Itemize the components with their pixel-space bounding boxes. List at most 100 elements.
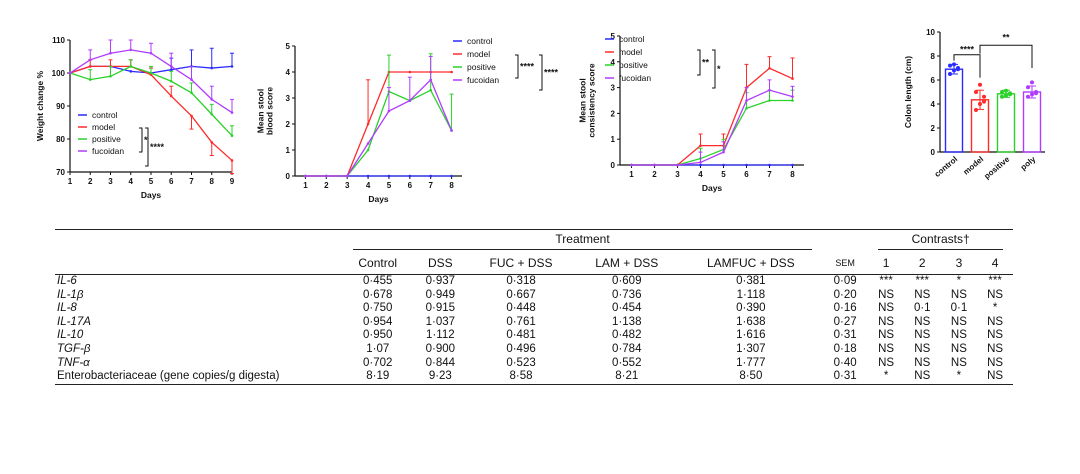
data-point [653, 163, 656, 167]
scatter-point [982, 94, 986, 99]
table-cell: NS [878, 342, 895, 355]
significance-bracket [953, 54, 981, 78]
table-cell: 0·736 [612, 288, 642, 301]
data-point [366, 174, 370, 178]
table-cell: 0·702 [363, 356, 393, 369]
y-tick-label: 90 [56, 102, 65, 111]
series-line-positive [305, 89, 453, 177]
data-point [768, 66, 771, 70]
table-cell: 0·381 [736, 275, 766, 287]
data-point [408, 99, 412, 102]
y-tick-label: 10 [926, 28, 935, 37]
data-point [190, 91, 193, 95]
column-header-3: LAM + DSS [595, 256, 659, 270]
row-label: TNF-α [57, 356, 90, 369]
table-cell: NS [914, 356, 931, 369]
y-axis-label: Colon length (cm) [903, 56, 913, 128]
column-header-9: 4 [991, 256, 999, 270]
significance-label: * [144, 135, 148, 145]
x-tick-label: 7 [189, 177, 194, 186]
x-tick-label: 5 [721, 170, 726, 179]
data-point [429, 78, 432, 82]
table-cell: 0·552 [612, 356, 642, 369]
data-point [745, 106, 748, 110]
x-tick-label: 6 [408, 181, 413, 190]
data-point [450, 70, 453, 74]
contrasts-group-header: Contrasts† [868, 230, 1013, 253]
y-tick-label: 5 [286, 42, 291, 51]
table-cell: 0·31 [833, 370, 857, 383]
table-row: TGF-β 1·07 0·900 0·496 0·784 1·307 0·18 NS NS NS N… [55, 343, 1013, 357]
legend-label-positive: positive [467, 62, 496, 72]
data-point [630, 163, 633, 167]
column-header-5: SEM [835, 258, 855, 268]
data-point [366, 148, 370, 152]
column-header-8: 3 [955, 256, 963, 270]
data-point [791, 77, 794, 80]
x-tick-label: 1 [629, 170, 634, 179]
column-header-7: 2 [918, 256, 926, 270]
x-tick-label: 8 [210, 177, 215, 186]
data-point [699, 144, 702, 147]
table-cell: *** [988, 275, 1002, 287]
significance-bracket [145, 127, 149, 167]
data-point [149, 51, 153, 55]
table-cell: 1·118 [736, 288, 766, 301]
y-tick-label: 5 [611, 32, 616, 41]
table-cell: *** [879, 275, 893, 287]
scatter-point [1034, 91, 1038, 96]
y-tick-label: 80 [56, 135, 65, 144]
series-line-fucoidan [631, 89, 793, 166]
data-point [190, 78, 193, 81]
cytokine-table-container: Treatment Contrasts† Control DSS FUC + DSS… [55, 229, 1013, 385]
column-header-0: Control [358, 256, 398, 270]
y-tick-label: 3 [286, 94, 291, 103]
header-spacer [55, 230, 343, 253]
data-point [429, 88, 432, 92]
table-cell: NS [987, 288, 1004, 301]
significance-label: ** [702, 58, 710, 68]
data-point [791, 163, 794, 167]
table-cell: NS [987, 315, 1004, 328]
x-tick-label: 4 [129, 177, 134, 186]
table-cell: 0·16 [833, 302, 857, 315]
column-header-1: DSS [427, 256, 453, 270]
x-tick-label: 7 [428, 181, 433, 190]
column-header-6: 1 [882, 256, 890, 270]
table-cell: NS [987, 370, 1004, 383]
table-cell: 0·937 [425, 275, 456, 287]
legend-label-model: model [92, 122, 115, 132]
header-spacer-sem [822, 230, 868, 253]
table-row: IL-17A 0·954 1·037 0·761 1·138 1·638 0·27 NS NS N… [55, 316, 1013, 330]
row-label: IL-10 [57, 329, 84, 342]
x-tick-label: 2 [324, 181, 329, 190]
x-tick-label: 1 [303, 181, 308, 190]
table-row: IL-8 0·750 0·915 0·448 0·454 0·390 0·16 NS 0·1 0·… [55, 302, 1013, 316]
data-point [129, 65, 133, 68]
data-point [190, 114, 193, 118]
data-point [345, 174, 349, 178]
significance-bracket [515, 54, 519, 79]
significance-label: * [717, 64, 721, 74]
table-cell: NS [878, 302, 895, 315]
legend-label-control: control [467, 36, 493, 46]
bar-poly [1022, 91, 1042, 153]
table-cell: 0·496 [506, 342, 536, 355]
y-tick-label: 4 [286, 68, 291, 77]
data-point [169, 65, 173, 68]
data-point [210, 141, 214, 144]
scatter-point [952, 68, 956, 73]
table-body: IL-6 0·455 0·937 0·318 0·609 0·381 0·09 *** *** *… [55, 275, 1013, 385]
table-cell: 0·954 [363, 315, 393, 328]
data-point [210, 112, 214, 116]
scatter-point [1030, 92, 1034, 97]
y-tick-label: 0 [611, 161, 616, 170]
data-point [109, 75, 112, 78]
legend-label-control: control [92, 110, 118, 120]
table-cell: 0·454 [612, 302, 642, 315]
y-axis-label: Mean stoolblood score [255, 87, 274, 135]
data-point [387, 109, 391, 113]
significance-bracket [697, 49, 701, 76]
table-cell: 8·21 [615, 370, 639, 383]
